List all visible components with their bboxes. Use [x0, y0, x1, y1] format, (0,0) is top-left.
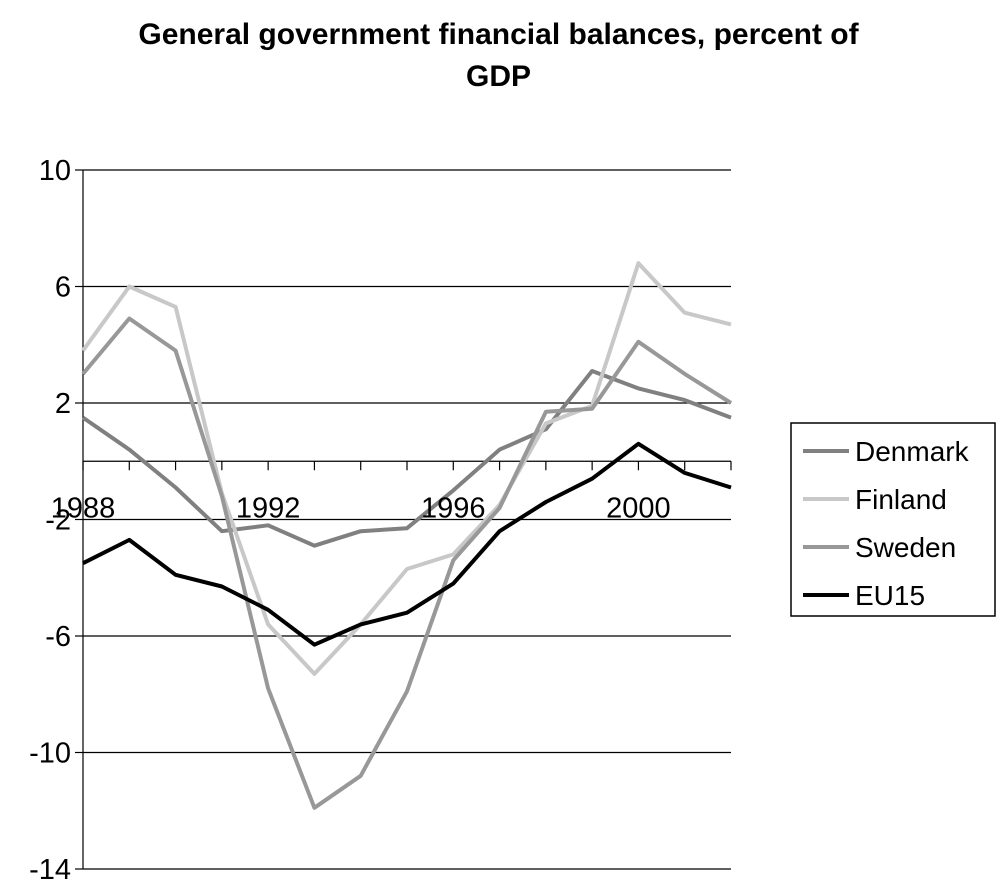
series-lines [81, 261, 733, 810]
y-tick-label: -6 [45, 621, 71, 653]
y-tick-label: -14 [29, 854, 71, 881]
x-axis-tick-labels: 1988 1992 1996 2000 [51, 492, 671, 524]
axes [75, 169, 732, 870]
x-tick-label: 1992 [236, 492, 301, 524]
legend: Denmark Finland Sweden EU15 [790, 422, 996, 617]
legend-label-denmark: Denmark [855, 436, 970, 467]
x-tick-label: 1996 [421, 492, 486, 524]
x-tick-label: 1988 [51, 492, 116, 524]
y-axis-tick-labels: 10 6 2 -2 -6 -10 -14 [29, 155, 71, 881]
legend-box [790, 422, 996, 617]
legend-label-eu15: EU15 [855, 580, 925, 611]
chart-title: General government financial balances, p… [0, 14, 997, 98]
legend-label-sweden: Sweden [855, 532, 956, 563]
y-tick-label: 10 [39, 155, 71, 187]
series-line-finland [81, 261, 732, 676]
chart-title-line-2: GDP [465, 60, 531, 93]
y-tick-label: -2 [45, 505, 71, 537]
chart-title-line-1: General government financial balances, p… [138, 18, 859, 51]
x-tick-label: 2000 [606, 492, 671, 524]
y-tick-label: 2 [55, 388, 71, 420]
y-tick-label: -10 [29, 738, 71, 770]
series-line-eu15 [82, 441, 732, 647]
gridlines [83, 169, 731, 870]
series-line-sweden [81, 316, 733, 810]
y-tick-label: 6 [55, 272, 71, 304]
legend-label-finland: Finland [855, 484, 947, 515]
series-line-denmark [81, 369, 732, 548]
